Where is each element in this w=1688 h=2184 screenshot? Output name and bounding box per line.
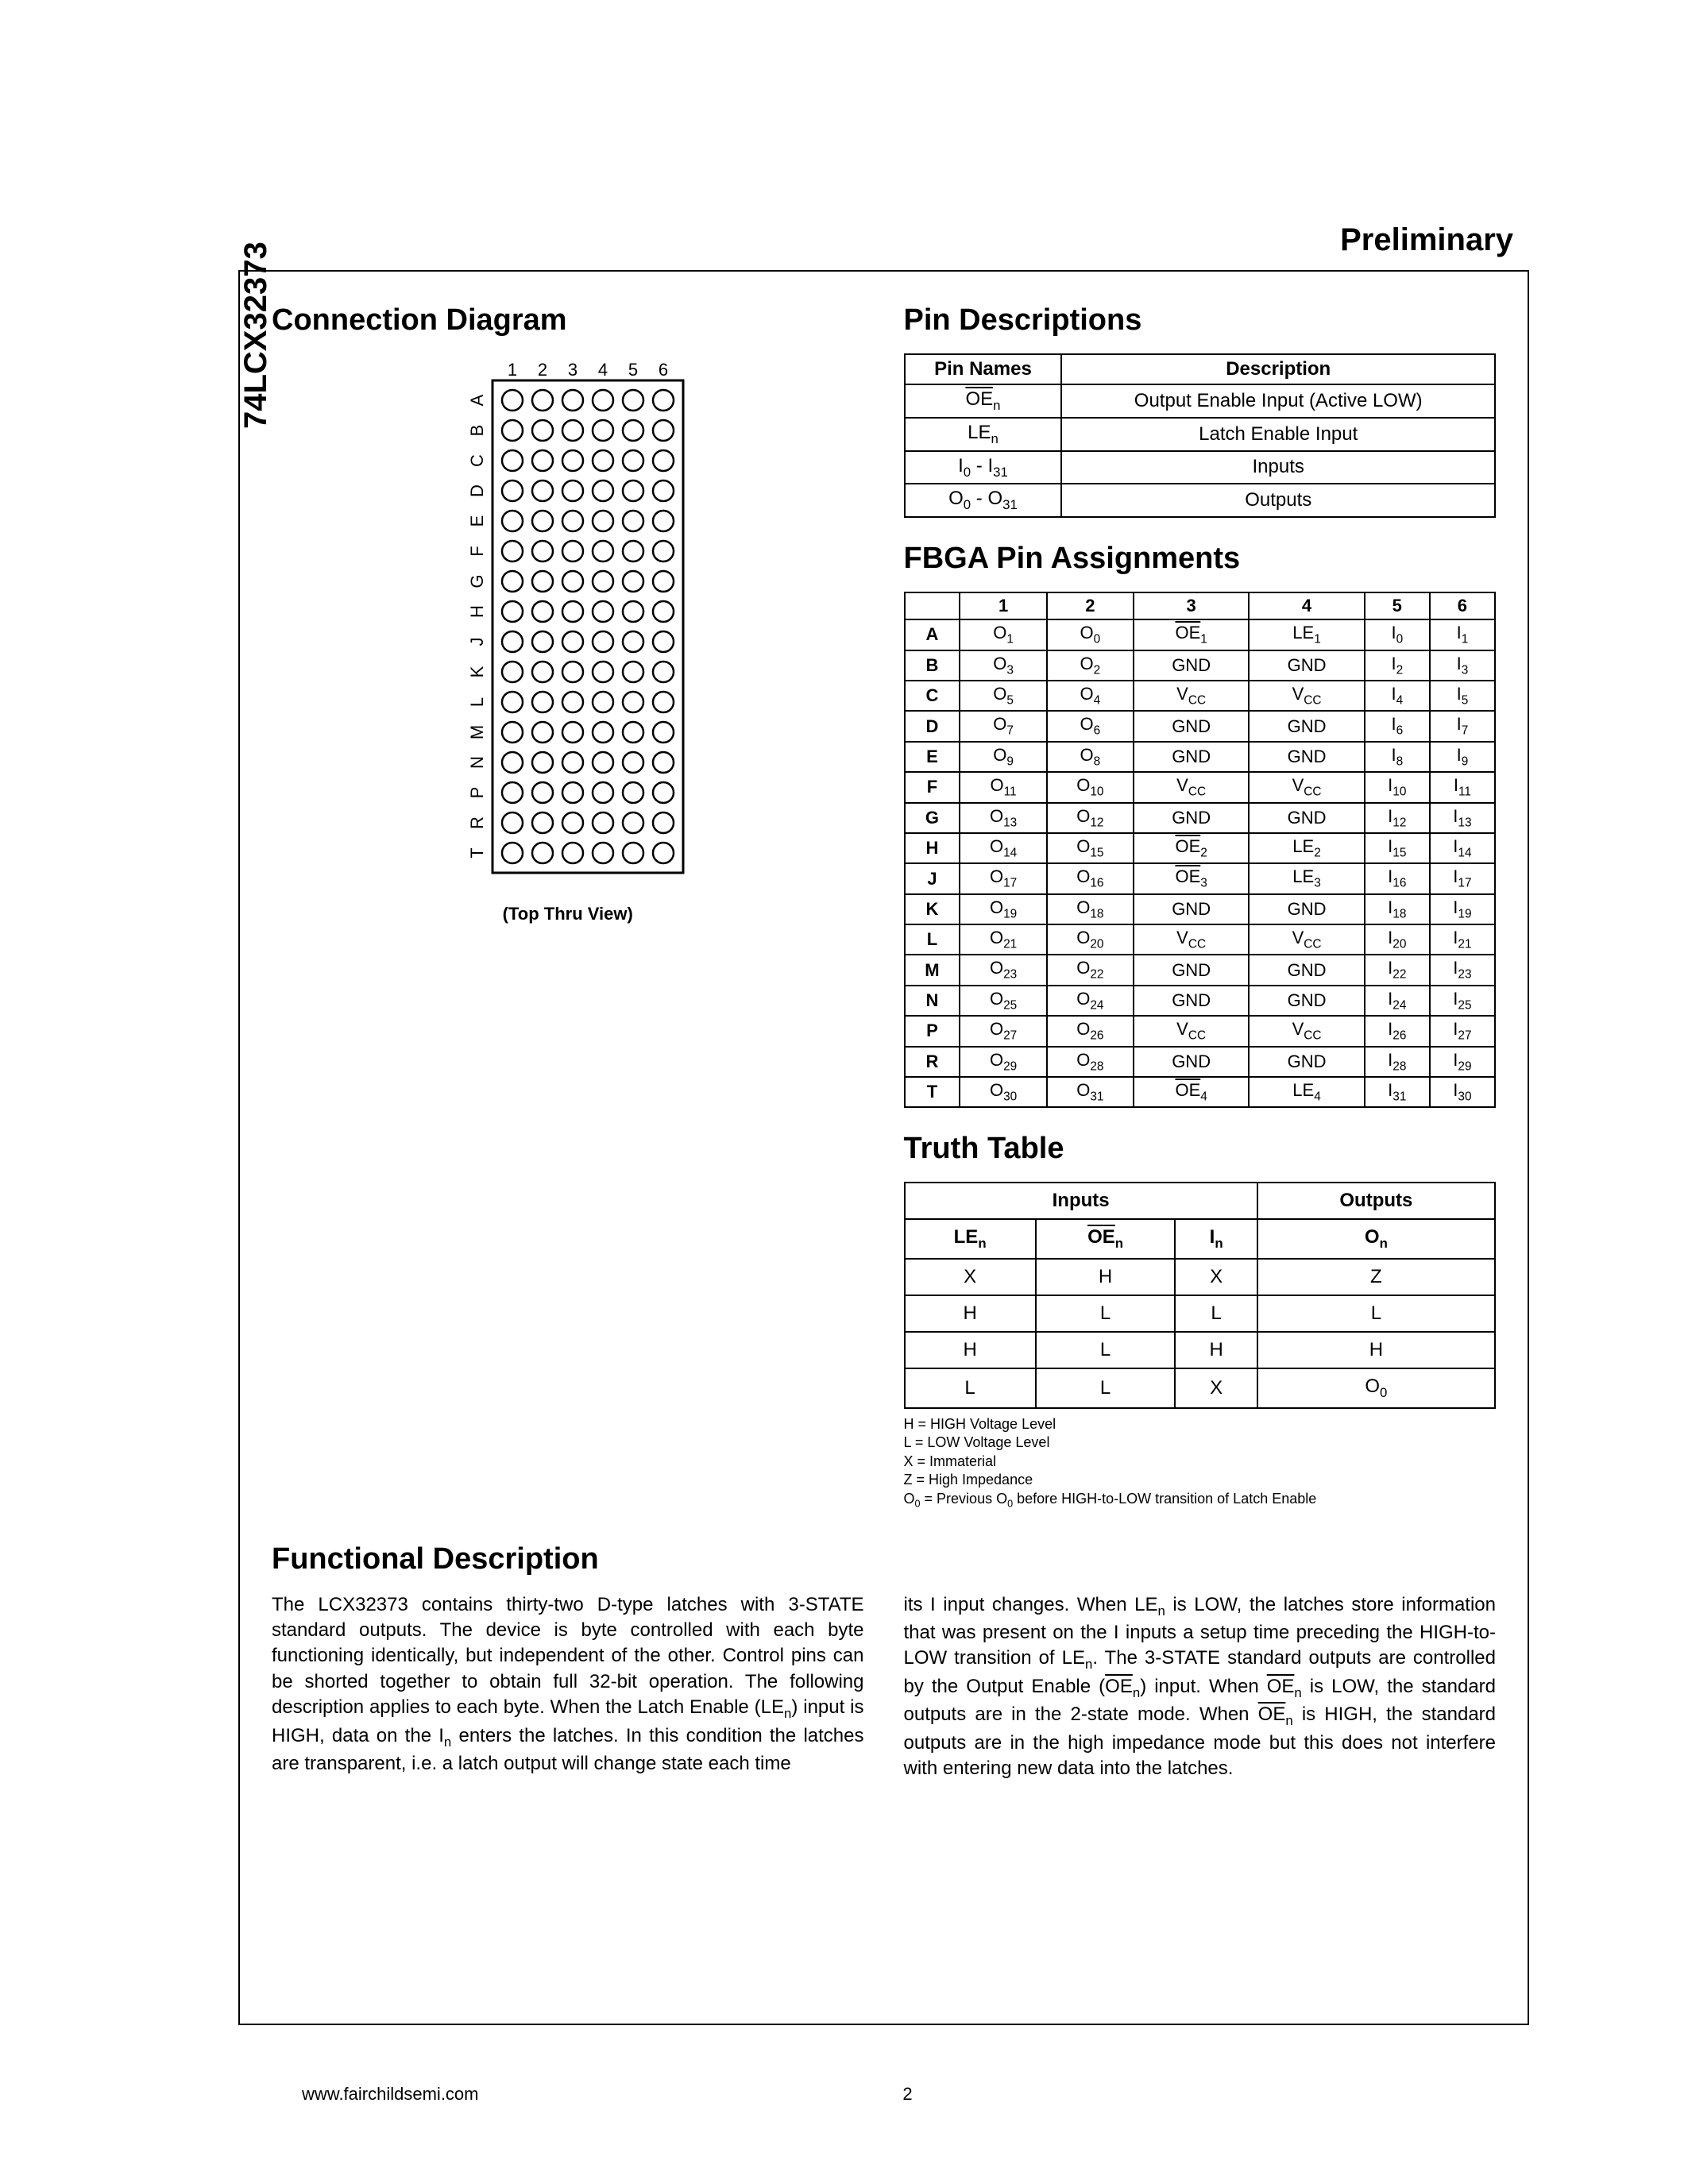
functional-description-col2: its I input changes. When LEn is LOW, th… [904, 1592, 1497, 1782]
table-row: MO23O22GNDGNDI22I23 [905, 955, 1496, 985]
ball-grid-svg: 1 2 3 45 6 A B C D E F G H J K L M N P R T [442, 353, 694, 884]
table-header: 6 [1430, 592, 1495, 619]
legend-line: H = HIGH Voltage Level [904, 1415, 1497, 1433]
table-header: Pin Names [905, 354, 1062, 384]
table-row: HLLL [905, 1295, 1496, 1332]
table-header: On [1257, 1219, 1495, 1259]
svg-text:G: G [467, 574, 487, 588]
table-row: AO1O0OE1LE1I0I1 [905, 619, 1496, 650]
footer-url: www.fairchildsemi.com [302, 2084, 479, 2105]
functional-description-body: The LCX32373 contains thirty-two D-type … [272, 1592, 1496, 1782]
legend-line: X = Immaterial [904, 1453, 1497, 1471]
table-header: Outputs [1257, 1183, 1495, 1219]
page-footer: www.fairchildsemi.com 2 [302, 2084, 1513, 2105]
page: Preliminary 74LCX32373 Connection Diagra… [0, 0, 1688, 2184]
table-header [905, 592, 960, 619]
svg-text:R: R [467, 816, 487, 829]
table-header: 2 [1047, 592, 1134, 619]
table-row: OEnOutput Enable Input (Active LOW) [905, 384, 1496, 418]
svg-text:A: A [467, 394, 487, 406]
svg-text:6: 6 [659, 360, 668, 380]
fbga-heading: FBGA Pin Assignments [904, 542, 1497, 576]
table-row: EO9O8GNDGNDI8I9 [905, 742, 1496, 772]
table-row: CO5O4VCCVCCI4I5 [905, 681, 1496, 711]
svg-text:C: C [467, 454, 487, 467]
table-row: PO27O26VCCVCCI26I27 [905, 1016, 1496, 1046]
table-header: OEn [1036, 1219, 1176, 1259]
svg-text:K: K [467, 666, 487, 677]
table-header: 1 [960, 592, 1046, 619]
functional-description-heading: Functional Description [272, 1542, 1496, 1576]
table-row: FO11O10VCCVCCI10I11 [905, 772, 1496, 802]
svg-text:E: E [467, 515, 487, 527]
table-row: NO25O24GNDGNDI24I25 [905, 986, 1496, 1016]
table-row: TO30O31OE4LE4I31I30 [905, 1077, 1496, 1107]
legend-line: O0 = Previous O0 before HIGH-to-LOW tran… [904, 1490, 1497, 1511]
table-header: 5 [1365, 592, 1430, 619]
table-header: 3 [1134, 592, 1249, 619]
table-row: LEnLatch Enable Input [905, 418, 1496, 451]
svg-text:4: 4 [598, 360, 608, 380]
functional-description-section: Functional Description The LCX32373 cont… [272, 1542, 1496, 1782]
connection-diagram: 1 2 3 45 6 A B C D E F G H J K L M N P R T (Top Thru View) [272, 353, 864, 924]
table-header: Inputs [905, 1183, 1257, 1219]
svg-text:J: J [467, 638, 487, 646]
table-row: HO14O15OE2LE2I15I14 [905, 833, 1496, 863]
svg-text:D: D [467, 484, 487, 497]
table-row: KO19O18GNDGNDI18I19 [905, 894, 1496, 924]
truth-table-heading: Truth Table [904, 1132, 1497, 1166]
svg-text:N: N [467, 756, 487, 769]
left-column: Connection Diagram 1 2 3 45 6 A B C D E F G H J K L M N P R… [272, 303, 864, 1511]
table-row: O0 - O31Outputs [905, 484, 1496, 517]
svg-text:P: P [467, 787, 487, 799]
table-row: HLHH [905, 1332, 1496, 1368]
svg-text:1: 1 [508, 360, 517, 380]
legend-line: Z = High Impedance [904, 1471, 1497, 1489]
table-row: I0 - I31Inputs [905, 451, 1496, 484]
fbga-pin-table: 123456AO1O0OE1LE1I0I1BO3O2GNDGNDI2I3CO5O… [904, 592, 1497, 1108]
part-number-label: 74LCX32373 [238, 241, 274, 429]
table-row: LLXO0 [905, 1368, 1496, 1408]
svg-text:H: H [467, 605, 487, 618]
table-header: Description [1061, 354, 1495, 384]
svg-text:5: 5 [628, 360, 638, 380]
svg-text:F: F [467, 546, 487, 556]
svg-text:M: M [467, 725, 487, 739]
functional-description-col1: The LCX32373 contains thirty-two D-type … [272, 1592, 864, 1782]
table-row: GO13O12GNDGNDI12I13 [905, 803, 1496, 833]
truth-table: InputsOutputs LEnOEnInOnXHXZHLLLHLHHLLXO0 [904, 1182, 1497, 1409]
table-row: DO7O6GNDGNDI6I7 [905, 711, 1496, 741]
page-number: 2 [902, 2084, 912, 2105]
table-row: LO21O20VCCVCCI20I21 [905, 924, 1496, 955]
svg-text:T: T [467, 847, 487, 858]
table-row: JO17O16OE3LE3I16I17 [905, 863, 1496, 893]
pin-descriptions-heading: Pin Descriptions [904, 303, 1497, 338]
right-column: Pin Descriptions Pin NamesDescriptionOEn… [904, 303, 1497, 1511]
svg-text:L: L [467, 697, 487, 707]
connection-diagram-heading: Connection Diagram [272, 303, 864, 338]
table-header: LEn [905, 1219, 1036, 1259]
legend-line: L = LOW Voltage Level [904, 1433, 1497, 1452]
upper-columns: Connection Diagram 123456ABCDEFGHJKLMNPR… [272, 303, 1496, 1511]
preliminary-label: Preliminary [1340, 222, 1513, 258]
content-frame: Connection Diagram 123456ABCDEFGHJKLMNPR… [238, 270, 1529, 2025]
pin-descriptions-table: Pin NamesDescriptionOEnOutput Enable Inp… [904, 353, 1497, 518]
svg-text:3: 3 [568, 360, 577, 380]
svg-text:2: 2 [538, 360, 547, 380]
top-view-caption: (Top Thru View) [272, 904, 864, 924]
svg-text:B: B [467, 425, 487, 437]
table-header: 4 [1249, 592, 1364, 619]
table-row: XHXZ [905, 1259, 1496, 1295]
table-header: In [1175, 1219, 1257, 1259]
table-row: RO29O28GNDGNDI28I29 [905, 1047, 1496, 1077]
table-row: BO3O2GNDGNDI2I3 [905, 650, 1496, 681]
truth-table-legend: H = HIGH Voltage LevelL = LOW Voltage Le… [904, 1415, 1497, 1511]
